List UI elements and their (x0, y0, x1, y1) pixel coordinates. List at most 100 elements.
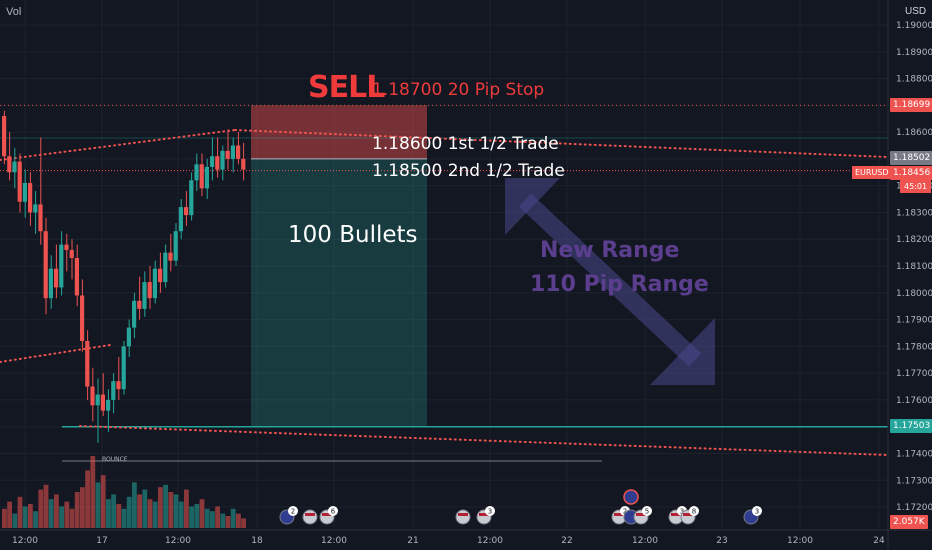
price-axis[interactable]: 1.190001.189001.188001.187001.186001.185… (887, 0, 932, 550)
candle-body (241, 158, 246, 170)
volume-bar (90, 456, 96, 528)
time-tick-label: 12:00 (12, 536, 38, 546)
candle-body (90, 386, 95, 406)
time-tick-label: 12:00 (165, 536, 191, 546)
event-count-badge (642, 506, 652, 516)
volume-bar (17, 496, 23, 528)
volume-bar (12, 513, 18, 528)
volume-bar (210, 511, 215, 528)
volume-bar (85, 470, 90, 528)
volume-bar (126, 496, 132, 528)
candle-body (80, 295, 85, 342)
candle-body (236, 145, 241, 159)
volume-bar (33, 511, 38, 528)
volume-bar (147, 499, 153, 528)
event-count-badge (288, 506, 298, 516)
price-tick-label: 1.19000 (896, 21, 932, 31)
volume-label: Vol (6, 6, 22, 18)
volume-bar (163, 484, 168, 528)
symbol-tag: EURUSD (852, 166, 892, 179)
event-count-label: 6 (331, 508, 336, 516)
entry-price-tag: 1.18502 (890, 151, 932, 165)
volume-bar (225, 516, 231, 528)
price-tick-label: 1.17400 (896, 449, 932, 459)
candle-body (116, 381, 121, 390)
pip-range-note: 110 Pip Range (530, 272, 709, 297)
range-arrow-icon (505, 178, 715, 385)
event-count-label: 3 (755, 508, 759, 516)
target-price-tag: 1.17503 (890, 419, 932, 433)
new-range-note: New Range (540, 238, 680, 263)
price-tick-label: 1.18200 (896, 235, 932, 245)
time-tick-label: 12:00 (787, 536, 813, 546)
event-count-label: 2 (291, 508, 295, 516)
volume-bar (95, 482, 101, 528)
candle-body (12, 161, 17, 173)
candle-body (33, 204, 38, 213)
us-flag-stripe (305, 513, 315, 516)
candle-body (43, 231, 48, 299)
candle-body (230, 145, 235, 159)
candle-body (173, 231, 178, 261)
volume-bar (199, 499, 205, 528)
volume-bar (178, 501, 184, 528)
volume-bars (2, 456, 246, 528)
volume-bar (2, 508, 7, 528)
volume-bar (132, 482, 137, 528)
bullets-note: 100 Bullets (288, 222, 418, 248)
candle-body (142, 282, 147, 309)
volume-bar (204, 508, 210, 528)
volume-bar (38, 489, 44, 528)
event-flag-icon (302, 509, 318, 525)
us-flag-stripe (614, 513, 624, 516)
candle-body (48, 268, 53, 299)
candle-body (95, 394, 100, 406)
volume-bar (111, 494, 116, 528)
volume-bar (236, 513, 241, 528)
us-flag-stripe (458, 513, 468, 516)
volume-bar (7, 501, 12, 528)
price-tick-label: 1.17600 (896, 396, 932, 406)
candle-body (22, 183, 27, 202)
candle-body (168, 252, 173, 261)
event-count-badge (689, 506, 699, 516)
volume-bar (100, 475, 106, 528)
candle-body (17, 161, 22, 202)
event-count-label: 2 (623, 508, 627, 516)
candle-body (225, 150, 230, 159)
volume-bar (142, 489, 148, 528)
event-count-label: 8 (692, 508, 696, 516)
lower-trend-right (79, 425, 889, 456)
volume-bar (106, 499, 111, 528)
candle-body (106, 399, 111, 411)
volume-bar (168, 492, 174, 528)
profit-zone (251, 158, 427, 427)
volume-bar (220, 513, 226, 528)
volume-bar (116, 504, 122, 528)
time-tick-label: 18 (251, 536, 263, 546)
volume-bar (121, 508, 127, 528)
volume-bar (184, 489, 189, 528)
candle-body (121, 346, 126, 390)
price-tick-label: 1.17900 (896, 316, 932, 326)
volume-bar (189, 506, 194, 528)
us-flag-stripe (683, 513, 693, 516)
first-trade-note: 1.18600 1st 1/2 Trade (372, 134, 559, 154)
event-count-label: 3 (680, 508, 684, 516)
time-axis[interactable]: 12:00 17 12:00 18 12:00 21 12:00 22 12:00 23 12:00… (0, 529, 932, 546)
us-flag-stripe (322, 513, 332, 516)
candle-body (210, 156, 215, 167)
volume-bar (59, 506, 64, 528)
candle-body (132, 300, 137, 328)
event-count-label: 3 (488, 508, 492, 516)
candle-body (28, 183, 33, 213)
candle-body (64, 244, 69, 250)
trend-lines (0, 129, 889, 456)
candle-body (194, 164, 199, 181)
volume-bar (74, 492, 80, 528)
price-tick-label: 1.18600 (896, 128, 932, 138)
volume-bar (158, 487, 163, 528)
time-tick-label: 12:00 (477, 536, 503, 546)
